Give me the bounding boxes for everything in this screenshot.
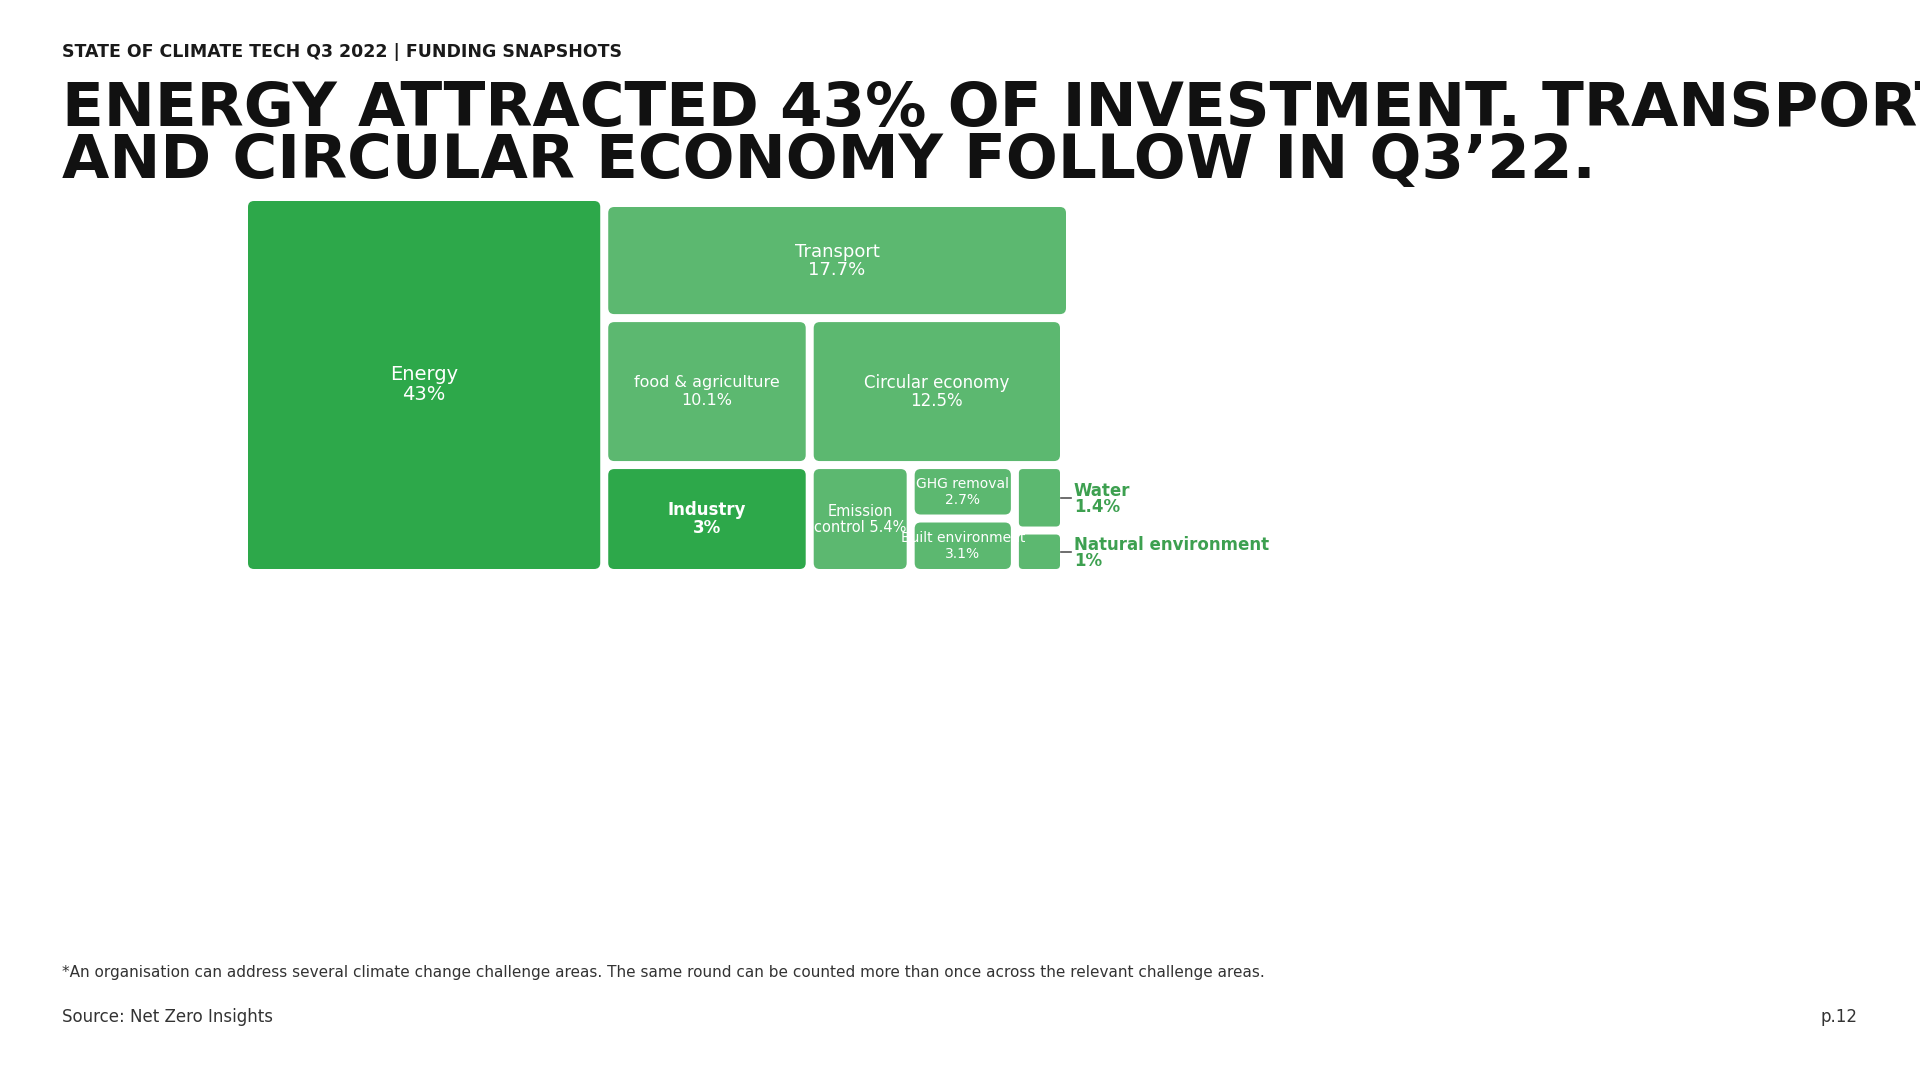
FancyBboxPatch shape (1020, 469, 1060, 527)
Text: 1.4%: 1.4% (1073, 498, 1119, 516)
Text: ENERGY ATTRACTED 43% OF INVESTMENT. TRANSPORT: ENERGY ATTRACTED 43% OF INVESTMENT. TRAN… (61, 80, 1920, 139)
Text: Water: Water (1073, 482, 1131, 500)
Text: Energy: Energy (390, 365, 459, 384)
Text: 2.7%: 2.7% (945, 492, 981, 507)
Text: 1%: 1% (1073, 552, 1102, 570)
FancyBboxPatch shape (814, 469, 906, 569)
Text: Source: Net Zero Insights: Source: Net Zero Insights (61, 1008, 273, 1026)
Text: Industry: Industry (668, 501, 747, 519)
Text: 10.1%: 10.1% (682, 393, 732, 408)
Text: STATE OF CLIMATE TECH Q3 2022 | FUNDING SNAPSHOTS: STATE OF CLIMATE TECH Q3 2022 | FUNDING … (61, 43, 622, 60)
FancyBboxPatch shape (814, 322, 1060, 461)
Text: 3%: 3% (693, 519, 722, 537)
Text: Built environment: Built environment (900, 530, 1025, 544)
Text: p.12: p.12 (1820, 1008, 1859, 1026)
Text: AND CIRCULAR ECONOMY FOLLOW IN Q3’22.: AND CIRCULAR ECONOMY FOLLOW IN Q3’22. (61, 132, 1596, 191)
Text: 3.1%: 3.1% (945, 546, 981, 561)
Text: control 5.4%: control 5.4% (814, 519, 906, 535)
Text: Circular economy: Circular economy (864, 374, 1010, 392)
Text: 43%: 43% (403, 386, 445, 405)
FancyBboxPatch shape (609, 469, 806, 569)
Text: Natural environment: Natural environment (1073, 536, 1269, 554)
FancyBboxPatch shape (248, 201, 601, 569)
FancyBboxPatch shape (609, 207, 1066, 314)
Text: Emission: Emission (828, 503, 893, 518)
Text: Transport: Transport (795, 243, 879, 260)
FancyBboxPatch shape (609, 322, 806, 461)
Text: GHG removal: GHG removal (916, 476, 1010, 490)
FancyBboxPatch shape (914, 469, 1012, 514)
FancyBboxPatch shape (1020, 535, 1060, 569)
Text: 12.5%: 12.5% (910, 392, 964, 409)
Text: *An organisation can address several climate change challenge areas. The same ro: *An organisation can address several cli… (61, 966, 1265, 980)
Text: 17.7%: 17.7% (808, 260, 866, 279)
FancyBboxPatch shape (914, 523, 1012, 569)
Text: food & agriculture: food & agriculture (634, 375, 780, 390)
